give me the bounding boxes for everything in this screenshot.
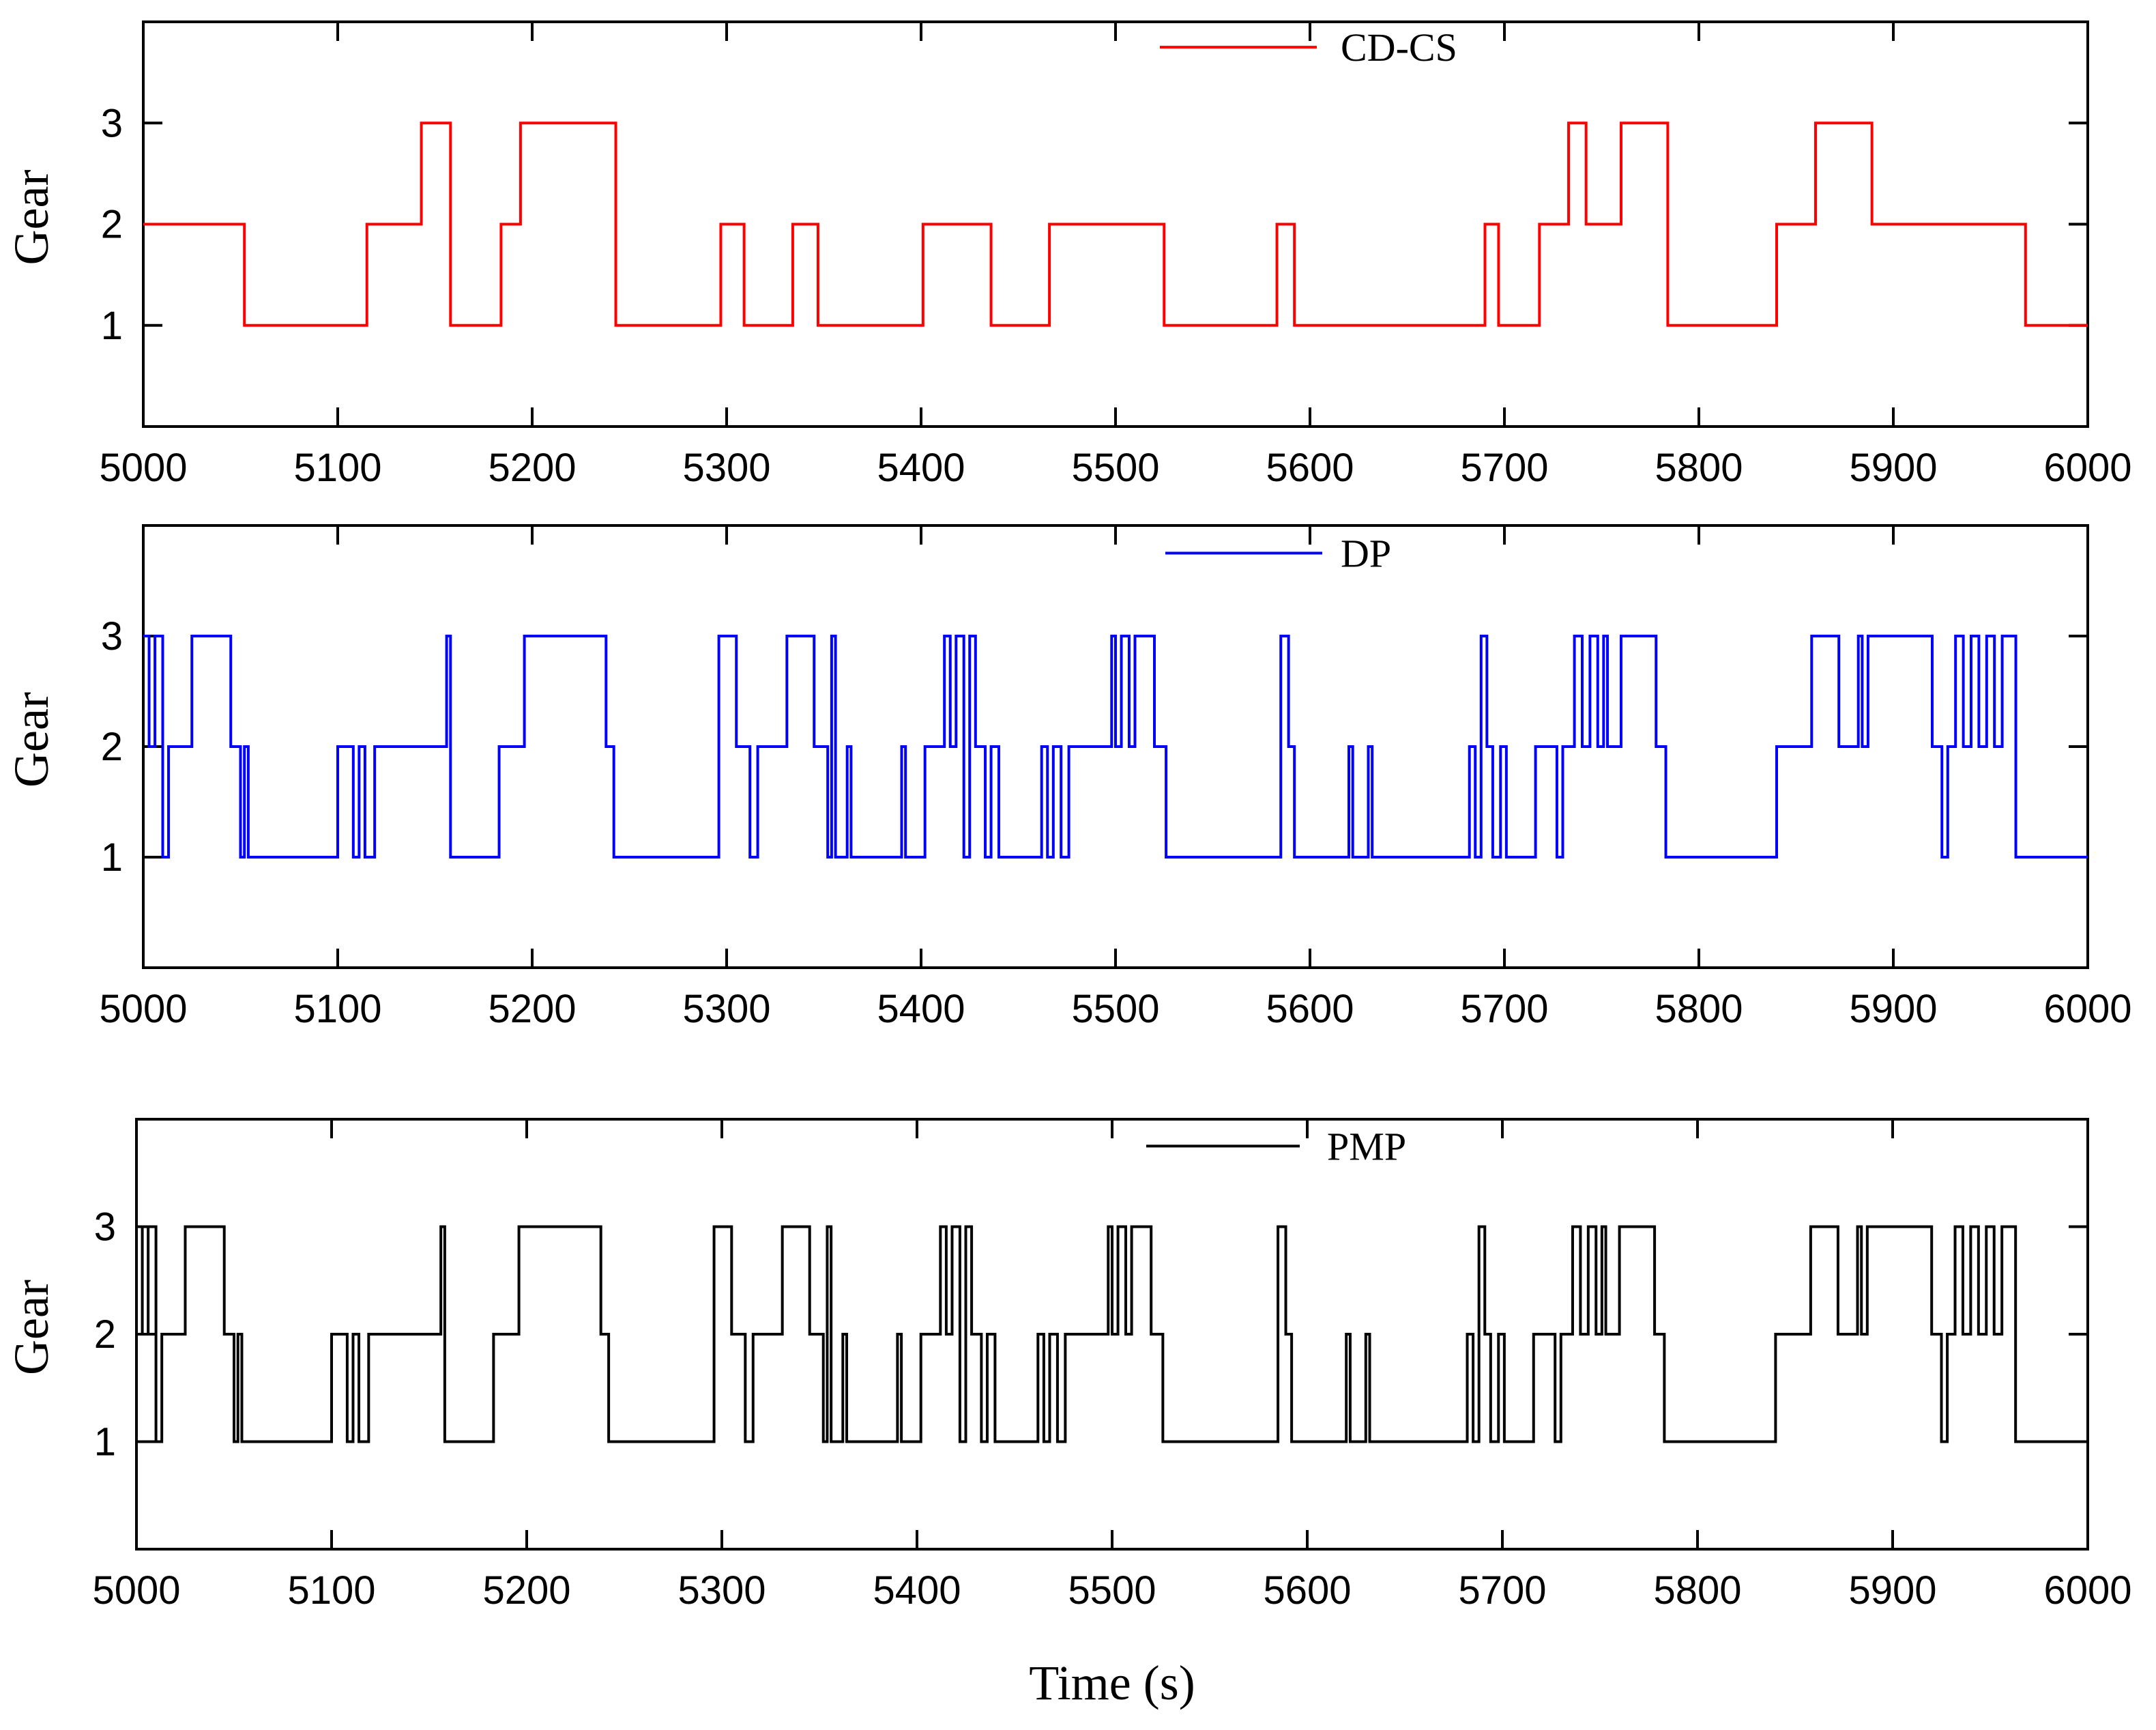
y-axis-title: Gear (4, 1280, 59, 1375)
x-tick-label: 5700 (1458, 1568, 1546, 1613)
y-tick-label: 2 (94, 1312, 116, 1357)
x-tick-label: 5100 (287, 1568, 375, 1613)
legend-label: DP (1341, 532, 1391, 576)
series-line-pmp (136, 1225, 2088, 1443)
legend-label: CD-CS (1341, 25, 1457, 70)
x-tick-label: 5200 (488, 987, 576, 1031)
y-axis-title: Gear (4, 692, 59, 788)
panel-pmp: 5000 5100 5200 5300 5400 5500 5600 5700 5800 5900… (4, 1118, 2132, 1710)
x-tick-label: 5800 (1653, 1568, 1741, 1613)
y-tick-label: 1 (101, 835, 123, 880)
x-tick-label: 5400 (877, 987, 965, 1031)
x-tick-label: 5200 (482, 1568, 570, 1613)
panel-cd-cs: 5000 5100 5200 5300 5400 5500 5600 5700 5800 5900… (4, 20, 2132, 490)
x-tick-label: 5900 (1848, 1568, 1936, 1613)
x-tick-label: 6000 (2043, 446, 2131, 490)
x-tick-label: 5100 (293, 987, 381, 1031)
x-tick-label: 5800 (1655, 446, 1743, 490)
x-tick-label: 5000 (99, 987, 187, 1031)
x-tick-label: 5300 (682, 446, 770, 490)
x-tick-label: 5600 (1263, 1568, 1351, 1613)
x-axis-title: Time (s) (1029, 1656, 1195, 1710)
x-tick-label: 5600 (1266, 987, 1354, 1031)
y-axis-title: Gear (4, 170, 59, 265)
x-tick-label: 5300 (678, 1568, 766, 1613)
series-line-dp (143, 635, 2088, 859)
y-tick-label: 2 (101, 203, 123, 247)
x-tick-label: 5000 (92, 1568, 180, 1613)
x-tick-label: 5400 (877, 446, 965, 490)
x-tick-label: 5700 (1460, 446, 1548, 490)
x-tick-label: 5800 (1655, 987, 1743, 1031)
y-tick-label: 3 (101, 614, 123, 659)
x-tick-label: 5200 (488, 446, 576, 490)
x-tick-label: 6000 (2043, 987, 2131, 1031)
x-tick-label: 5700 (1460, 987, 1548, 1031)
x-tick-label: 5500 (1068, 1568, 1156, 1613)
y-tick-label: 3 (94, 1205, 116, 1250)
x-tick-label: 5100 (293, 446, 381, 490)
x-tick-label: 5300 (682, 987, 770, 1031)
x-tick-label: 5900 (1849, 446, 1937, 490)
x-tick-label: 5600 (1266, 446, 1354, 490)
y-tick-label: 2 (101, 725, 123, 769)
panel-dp: 5000 5100 5200 5300 5400 5500 5600 5700 5800 5900… (4, 524, 2132, 1031)
legend-label: PMP (1327, 1124, 1406, 1168)
y-tick-label: 1 (94, 1420, 116, 1465)
x-tick-label: 5000 (99, 446, 187, 490)
y-tick-label: 1 (101, 304, 123, 348)
y-tick-label: 3 (101, 101, 123, 145)
x-tick-label: 5500 (1071, 446, 1159, 490)
x-tick-label: 6000 (2043, 1568, 2131, 1613)
series-line-cd-cs (143, 121, 2088, 327)
x-tick-label: 5900 (1849, 987, 1937, 1031)
x-tick-label: 5500 (1071, 987, 1159, 1031)
x-tick-label: 5400 (873, 1568, 961, 1613)
